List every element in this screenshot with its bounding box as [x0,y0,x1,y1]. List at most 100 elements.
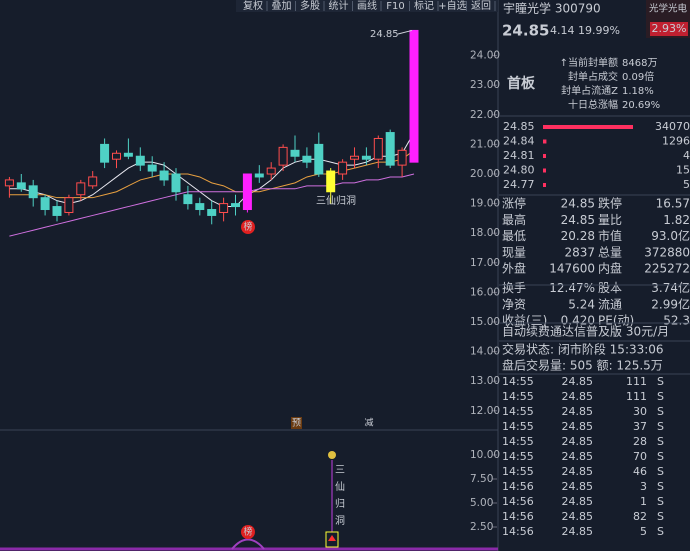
stat-label: 量比 [598,213,622,227]
tick-volume: 111 [626,390,647,403]
tick-volume: 46 [633,465,647,478]
toolbar-button[interactable]: 叠加 [272,0,292,12]
book-volume: 5 [683,178,690,191]
candle-body [350,155,359,160]
candle-body [159,170,169,181]
y-tick-label: 16.00 [470,286,500,298]
y-tick-label: 13.00 [470,375,500,387]
toolbar-button[interactable]: +自选 [438,0,466,12]
toolbar-button[interactable]: F10 [386,1,404,12]
signal-arrow [328,535,336,541]
status: 交易状态: 闭市阶段 15:33:06 [502,342,664,357]
book-volume: 34070 [655,120,690,133]
tick-price: 24.85 [562,450,594,463]
tick-side: S [657,465,664,478]
tick-time: 14:56 [502,495,534,508]
stat-value: 2.99亿 [651,296,690,311]
toolbar [236,0,498,12]
tick-price: 24.85 [562,510,594,523]
signal-char: 三 [335,465,345,476]
toolbar-button[interactable]: 复权 [243,0,263,12]
stat-label: PE(动) [598,314,634,328]
candle-body [314,143,324,175]
y-tick-label: 12.00 [470,405,500,417]
stat-label: 总量 [598,245,622,259]
stat-value: 3.74亿 [651,280,690,295]
book-bar [543,168,546,173]
board: 首板 [507,75,536,92]
seal-label: 封单占流通Z [561,84,618,97]
tick-price: 24.85 [562,375,594,388]
candle-body [76,182,86,196]
tick-price: 24.85 [562,495,594,508]
candle-body [52,206,62,216]
book-price: 24.77 [503,178,535,191]
y-tick-label: 24.00 [470,50,500,62]
sector-change: 2.93% [652,22,687,35]
stat-label: 换手 [502,281,526,295]
y-tick-label: 10.00 [470,449,500,461]
stat-label: 流通 [598,297,622,311]
stat-label: 外盘 [502,261,526,276]
tick-time: 14:55 [502,390,534,403]
seal-value: 0.09倍 [622,70,654,83]
toolbar-button[interactable]: 统计 [329,0,349,12]
tick-volume: 37 [633,420,647,433]
candle-body [373,137,383,160]
stat-value: 24.85 [561,213,595,227]
candle-body [207,209,217,216]
book-bar [543,139,547,144]
stat-value: 225272 [644,262,690,276]
tick-volume: 70 [633,450,647,463]
stat-label: 现量 [502,245,526,259]
y-tick-label: 2.50 [470,521,493,533]
toolbar-button[interactable]: 标记 [414,0,434,12]
tick-price: 24.85 [562,480,594,493]
stat-value: 2837 [564,245,595,259]
candle-body [135,155,145,166]
y-tick-label: 23.00 [470,79,500,91]
book-volume: 4 [683,149,690,162]
y-tick-label: 17.00 [470,257,500,269]
candle-body [302,155,312,163]
candle-body [242,173,252,211]
tick-time: 14:55 [502,465,534,478]
seal-label: 十日总涨幅 [568,98,618,111]
tick-side: S [657,420,664,433]
stat-value: 24.85 [561,197,595,211]
seal-value: 8468万 [622,58,657,69]
tick-side: S [657,480,664,493]
ad[interactable]: 自动续费通达信普及版 30元/月 [502,325,669,339]
candle-body [397,149,407,166]
rank-badge: 榜 [243,221,252,233]
rank-badge-bg [241,525,255,539]
tick-volume: 30 [633,405,647,418]
stat-label: 涨停 [502,196,526,211]
tick-time: 14:55 [502,405,534,418]
tick-volume: 28 [633,435,647,448]
candle-body [278,146,288,166]
tick-price: 24.85 [562,465,594,478]
candle-body [385,132,395,166]
rank-hump [231,538,265,550]
cut-badge: 减 [364,417,373,429]
stat-value: 147600 [549,262,595,276]
candle-body [361,155,371,160]
tick-price: 24.85 [562,435,594,448]
stat-label: 内盘 [598,261,622,276]
candle-body [231,203,240,208]
sector-change-bg [650,22,688,36]
tick-price: 24.85 [562,405,594,418]
toolbar-button[interactable]: 返回 [471,0,491,12]
tick-time: 14:56 [502,510,534,523]
pre-badge-bg [291,417,302,429]
high-pointer [397,29,413,35]
y-tick-label: 15.00 [470,316,500,328]
tick-price: 24.85 [562,525,594,538]
after-hours: 盘后交易量: 505 额: 125.5万 [502,358,663,373]
toolbar-button[interactable]: 多股 [300,0,320,12]
candle-body [16,182,26,190]
toolbar-button[interactable]: 画线 [357,0,377,12]
